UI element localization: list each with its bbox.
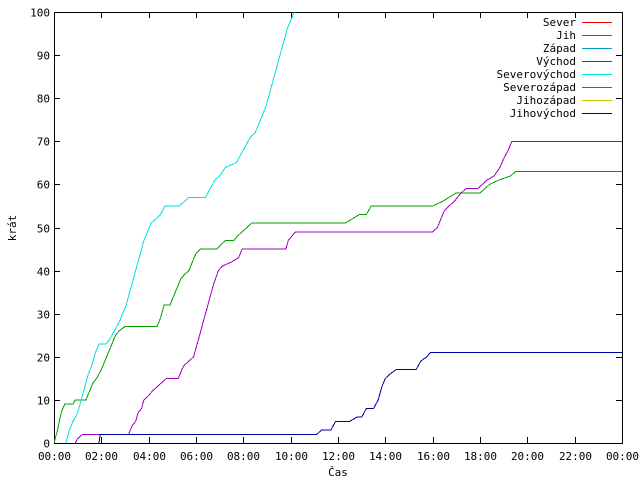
- legend: SeverJihZápadVýchodSeverovýchodSeverozáp…: [497, 16, 612, 120]
- series-line-jih: [54, 171, 622, 444]
- x-tick-label: 18:00: [464, 450, 497, 463]
- legend-label: Severozápad: [503, 81, 576, 94]
- series-line-jihovýchod: [98, 352, 622, 444]
- x-axis-ticks: 00:00 02:00 04:00 06:00 08:00 10:00 12:00 14:00…: [38, 12, 639, 463]
- legend-label: Sever: [543, 16, 576, 29]
- series-group: [54, 12, 622, 444]
- legend-label: Jihozápad: [516, 94, 576, 107]
- x-tick-label: 02:00: [85, 450, 118, 463]
- x-tick-label: 14:00: [369, 450, 402, 463]
- series-line-severovýchod: [65, 12, 295, 444]
- y-tick-label: 90: [37, 50, 50, 63]
- y-tick-label: 40: [37, 266, 50, 279]
- y-tick-label: 30: [37, 309, 50, 322]
- x-tick-label: 00:00: [606, 450, 639, 463]
- series-line-východ: [74, 140, 622, 444]
- legend-label: Východ: [536, 55, 576, 68]
- x-tick-label: 04:00: [133, 450, 166, 463]
- legend-label: Jih: [556, 29, 576, 42]
- x-tick-label: 12:00: [322, 450, 355, 463]
- legend-label: Jihovýchod: [510, 107, 576, 120]
- x-tick-label: 08:00: [227, 450, 260, 463]
- y-axis-label: krát: [6, 215, 19, 242]
- x-tick-label: 06:00: [180, 450, 213, 463]
- x-tick-label: 20:00: [511, 450, 544, 463]
- x-axis-label: Čas: [328, 466, 348, 479]
- y-tick-label: 0: [43, 438, 50, 451]
- y-tick-label: 70: [37, 136, 50, 149]
- y-tick-label: 10: [37, 395, 50, 408]
- y-tick-label: 50: [37, 223, 50, 236]
- y-tick-label: 100: [30, 7, 50, 20]
- y-axis-ticks: 0 10 20 30 40 50 60 70 80 90 100: [30, 7, 622, 451]
- legend-label: Severovýchod: [497, 68, 576, 81]
- y-tick-label: 20: [37, 352, 50, 365]
- x-tick-label: 22:00: [559, 450, 592, 463]
- legend-label: Západ: [543, 42, 576, 55]
- x-tick-label: 16:00: [417, 450, 450, 463]
- y-tick-label: 80: [37, 93, 50, 106]
- y-tick-label: 60: [37, 179, 50, 192]
- x-tick-label: 00:00: [38, 450, 71, 463]
- x-tick-label: 10:00: [275, 450, 308, 463]
